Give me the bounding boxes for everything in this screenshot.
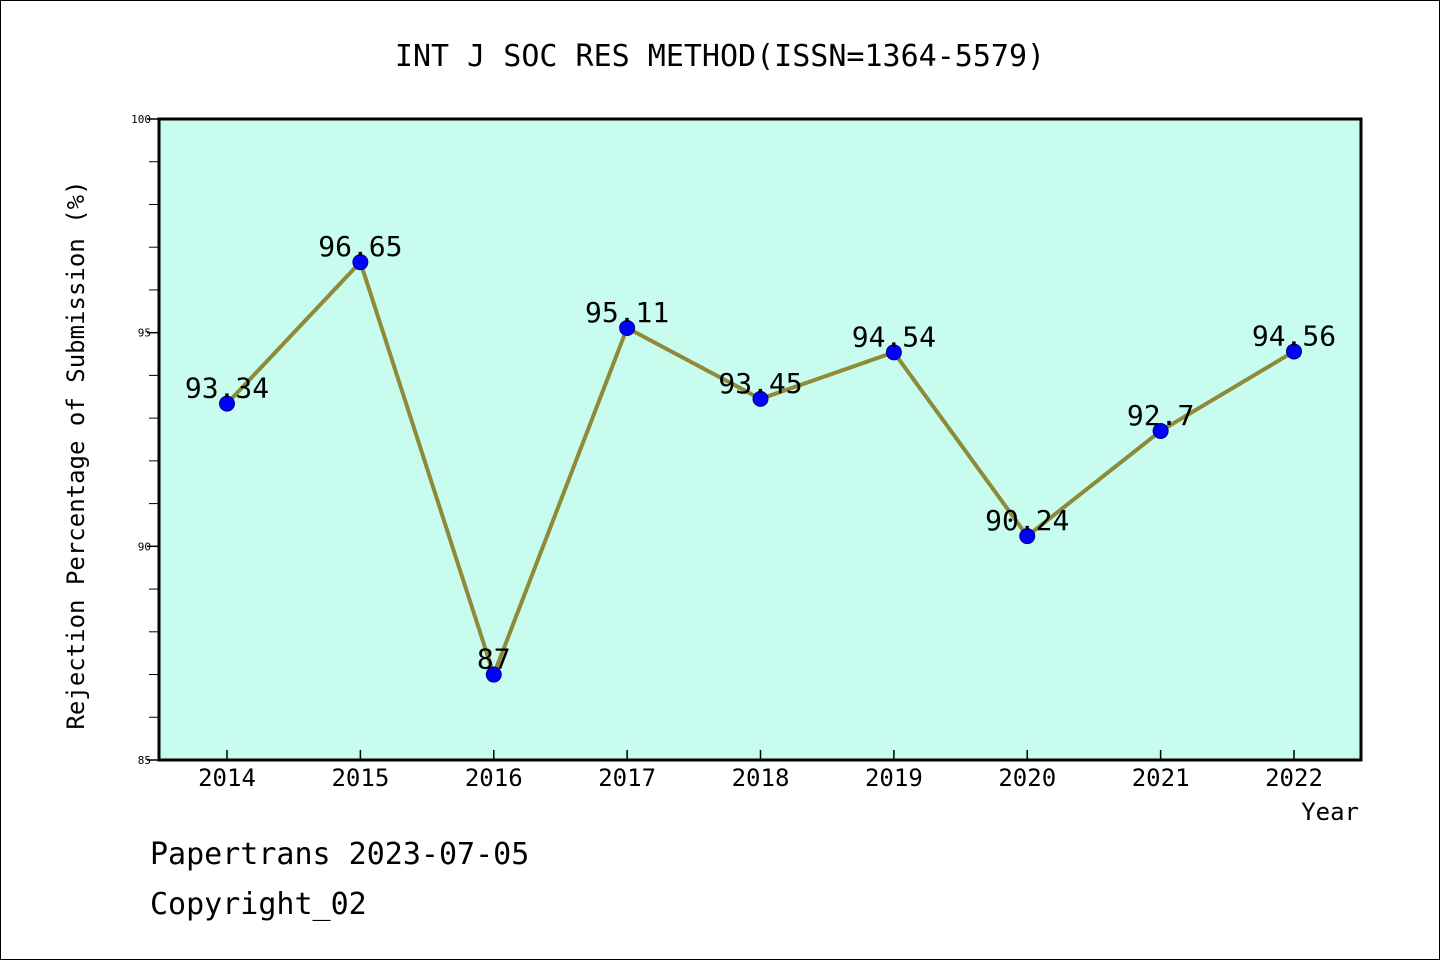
data-label: 93.34 <box>185 372 269 405</box>
x-axis-title: Year <box>1301 798 1359 826</box>
footer-copyright-line: Copyright_02 <box>150 887 367 922</box>
data-label: 93.45 <box>718 367 802 400</box>
data-point <box>219 395 235 412</box>
x-tick-label: 2016 <box>465 764 523 792</box>
data-label: 95.11 <box>585 296 669 329</box>
data-label: 87 <box>477 643 511 676</box>
data-label: 96.65 <box>318 230 402 263</box>
x-axis: 2014 2015 2016 2017 2018 2019 2020 2021 2022 <box>198 750 1323 792</box>
data-point <box>619 319 636 336</box>
y-tick-label: 85 <box>138 754 151 767</box>
data-point <box>752 390 769 407</box>
y-tick-label: 90 <box>138 540 151 553</box>
data-point <box>1152 422 1169 439</box>
data-point <box>352 254 369 271</box>
series-group <box>219 254 1302 683</box>
x-tick-label: 2017 <box>598 764 656 792</box>
x-tick-label: 2018 <box>732 764 790 792</box>
x-tick-label: 2022 <box>1265 764 1323 792</box>
footer-date-line: Papertrans 2023-07-05 <box>150 837 529 872</box>
x-tick-label: 2015 <box>331 764 389 792</box>
x-tick-label: 2020 <box>998 764 1056 792</box>
data-point <box>1019 528 1036 545</box>
data-label: 90.24 <box>985 504 1069 537</box>
data-labels: 93.34 96.65 87 95.11 93.45 94.54 90.24 92.7 94.5… <box>185 230 1336 675</box>
y-tick-label: 100 <box>131 113 151 126</box>
x-tick-label: 2014 <box>198 764 256 792</box>
chart-title: INT J SOC RES METHOD(ISSN=1364-5579) <box>395 39 1045 74</box>
data-label: 94.56 <box>1252 319 1336 352</box>
x-tick-label: 2021 <box>1132 764 1190 792</box>
data-point <box>1286 343 1302 360</box>
data-label: 92.7 <box>1127 399 1194 432</box>
x-tick-label: 2019 <box>865 764 923 792</box>
data-point <box>885 344 902 361</box>
data-point <box>485 666 502 683</box>
y-axis-title: Rejection Percentage of Submission (%) <box>62 180 90 729</box>
y-tick-label: 95 <box>138 327 151 340</box>
data-label: 94.54 <box>852 320 936 353</box>
y-axis: 85 90 95 100 <box>131 113 159 767</box>
plot-area <box>157 117 1363 762</box>
